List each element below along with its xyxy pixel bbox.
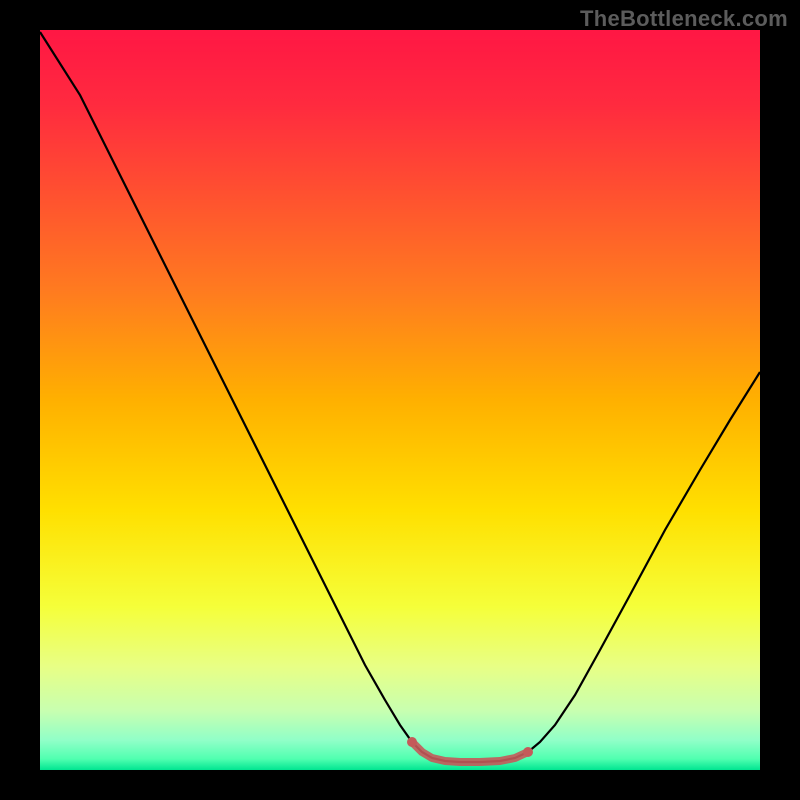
valley-endpoint-right [523,747,533,757]
watermark-text: TheBottleneck.com [580,6,788,32]
plot-area [40,30,760,770]
chart-svg [0,0,800,800]
bottleneck-chart: TheBottleneck.com [0,0,800,800]
valley-endpoint-left [407,737,417,747]
